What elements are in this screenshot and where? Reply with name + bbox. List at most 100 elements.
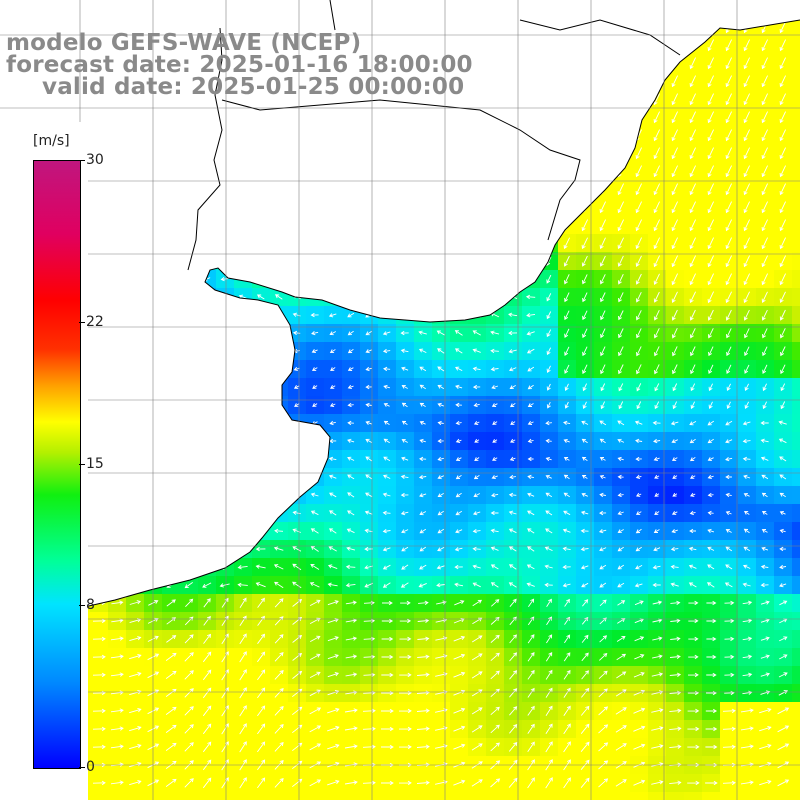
wind-arrow — [488, 168, 501, 174]
wind-arrow — [220, 259, 229, 264]
wind-speed-cell — [468, 270, 486, 288]
wind-arrow — [436, 222, 446, 228]
wind-arrow — [185, 438, 193, 444]
wind-arrow — [778, 438, 787, 444]
wind-arrow — [185, 402, 193, 408]
wind-arrow — [292, 688, 303, 698]
wind-speed-cell — [504, 792, 522, 800]
wind-arrow — [546, 238, 552, 249]
wind-arrow — [418, 295, 428, 300]
wind-arrow — [257, 651, 266, 663]
wind-arrow — [779, 75, 787, 88]
wind-arrow — [636, 4, 642, 15]
wind-arrow — [362, 744, 376, 749]
wind-arrow — [329, 331, 337, 336]
wind-speed-cell — [756, 0, 774, 18]
wind-speed-cell — [108, 144, 126, 162]
wind-arrow — [435, 168, 446, 175]
wind-arrow — [92, 636, 106, 642]
wind-speed-cell — [306, 450, 324, 468]
wind-arrow — [473, 402, 480, 408]
wind-arrow — [582, 346, 588, 357]
wind-arrow — [742, 582, 751, 587]
wind-arrow — [327, 672, 340, 678]
wind-arrow — [218, 23, 231, 31]
wind-arrow — [130, 240, 139, 245]
wind-arrow — [690, 346, 696, 357]
wind-speed-cell — [504, 198, 522, 216]
wind-arrow — [347, 402, 354, 408]
wind-arrow — [761, 492, 768, 498]
wind-speed-cell — [288, 792, 306, 800]
wind-arrow — [580, 777, 590, 788]
wind-arrow — [688, 654, 699, 660]
wind-arrow — [635, 147, 643, 160]
wind-speed-cell — [126, 270, 144, 288]
wind-arrow — [779, 600, 788, 606]
wind-speed-cell — [558, 72, 576, 90]
wind-speed-cell — [450, 792, 468, 800]
wind-arrow — [489, 6, 500, 11]
wind-arrow — [744, 4, 750, 15]
wind-speed-cell — [468, 20, 486, 36]
wind-arrow — [471, 743, 483, 751]
wind-arrow — [130, 222, 140, 228]
wind-speed-cell — [540, 144, 558, 162]
wind-arrow — [725, 237, 733, 250]
wind-speed-cell — [648, 0, 666, 18]
wind-speed-cell — [594, 126, 612, 144]
wind-arrow — [380, 42, 394, 48]
wind-arrow — [238, 6, 248, 12]
wind-arrow — [654, 383, 660, 392]
wind-arrow — [130, 167, 140, 174]
wind-arrow — [759, 743, 772, 750]
wind-arrow — [184, 724, 194, 734]
wind-arrow — [725, 219, 733, 232]
wind-speed-cell — [234, 180, 252, 198]
wind-arrow — [472, 599, 483, 607]
wind-arrow — [400, 240, 409, 246]
wind-arrow — [238, 241, 248, 246]
wind-arrow — [399, 205, 410, 210]
wind-arrow — [488, 204, 501, 209]
wind-speed-cell — [162, 504, 180, 522]
wind-arrow — [455, 438, 462, 443]
wind-speed-cell — [486, 252, 504, 270]
wind-arrow — [167, 294, 174, 300]
wind-arrow — [345, 222, 356, 228]
wind-arrow — [185, 420, 193, 426]
wind-speed-cell — [396, 270, 414, 288]
wind-speed-cell — [234, 360, 252, 378]
wind-arrow — [257, 741, 266, 753]
wind-arrow — [419, 546, 427, 552]
wind-arrow — [488, 42, 502, 48]
wind-arrow — [724, 690, 735, 696]
wind-arrow — [400, 330, 409, 336]
wind-arrow — [636, 383, 642, 392]
wind-arrow — [687, 744, 700, 750]
wind-arrow — [618, 328, 624, 339]
wind-arrow — [688, 582, 697, 588]
wind-arrow — [345, 583, 356, 588]
wind-speed-cell — [522, 36, 540, 54]
wind-speed-cell — [198, 216, 216, 234]
wind-arrow — [635, 111, 643, 124]
wind-arrow — [653, 75, 661, 88]
wind-arrow — [581, 255, 588, 267]
wind-speed-cell — [504, 20, 522, 36]
wind-speed-cell — [342, 198, 360, 216]
wind-arrow — [635, 565, 643, 570]
wind-arrow — [113, 294, 121, 300]
wind-speed-cell — [792, 774, 800, 792]
wind-arrow — [669, 726, 682, 731]
wind-arrow — [418, 277, 428, 282]
wind-arrow — [327, 582, 338, 587]
wind-speed-cell — [252, 360, 270, 378]
wind-arrow — [398, 131, 411, 139]
wind-speed-cell — [486, 72, 504, 90]
wind-speed-cell — [414, 198, 432, 216]
wind-arrow — [347, 312, 355, 318]
wind-arrow — [365, 294, 373, 300]
wind-arrow — [635, 456, 642, 462]
wind-arrow — [3, 114, 14, 119]
